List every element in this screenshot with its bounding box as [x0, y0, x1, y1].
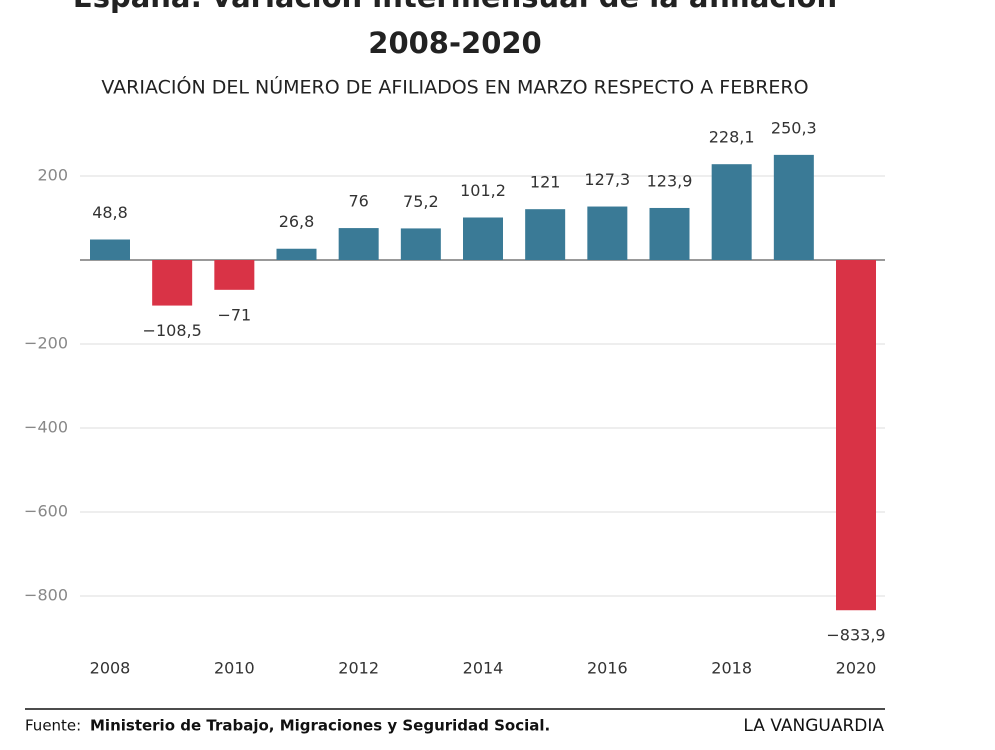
bar [587, 206, 628, 260]
value-label: 26,8 [279, 212, 315, 231]
bar [773, 154, 814, 260]
bar [649, 207, 690, 260]
bar [338, 228, 379, 260]
value-label: 75,2 [403, 192, 439, 211]
value-label: 101,2 [460, 181, 506, 200]
y-tick-label: 200 [37, 166, 68, 185]
bar [525, 209, 566, 260]
source: Ministerio de Trabajo, Migraciones y Seg… [90, 717, 550, 735]
chart-title: España: variación intermensual de la afi… [73, 0, 837, 60]
value-label: 228,1 [709, 128, 755, 147]
value-label: 127,3 [584, 170, 630, 189]
value-label: −833,9 [826, 626, 885, 645]
x-tick-label: 2014 [463, 659, 504, 678]
bar [214, 260, 255, 290]
x-tick-label: 2016 [587, 659, 628, 678]
x-tick-label: 2010 [214, 659, 255, 678]
x-tick-label: 2012 [338, 659, 379, 678]
bar [152, 260, 193, 306]
value-label: −71 [217, 305, 251, 324]
y-tick-label: −200 [24, 334, 68, 353]
bar [836, 260, 876, 611]
value-label: 121 [530, 173, 561, 192]
y-tick-label: −800 [24, 586, 68, 605]
value-label: 76 [348, 192, 368, 211]
y-tick-label: −400 [24, 418, 68, 437]
y-tick-label: −600 [24, 502, 68, 521]
bar [400, 228, 441, 260]
bar [276, 248, 317, 260]
x-tick-label: 2008 [90, 659, 131, 678]
chart-subtitle: VARIACIÓN DEL NÚMERO DE AFILIADOS EN MAR… [101, 75, 808, 99]
value-label: −108,5 [143, 321, 202, 340]
bar [90, 239, 130, 260]
source-label: Fuente: [25, 717, 81, 735]
bar [463, 217, 503, 260]
brand: LA VANGUARDIA [743, 716, 884, 736]
value-label: 250,3 [771, 118, 817, 137]
x-tick-label: 2020 [836, 659, 877, 678]
value-label: 123,9 [647, 171, 693, 190]
bar [711, 164, 752, 260]
value-label: 48,8 [92, 203, 128, 222]
x-tick-label: 2018 [711, 659, 752, 678]
